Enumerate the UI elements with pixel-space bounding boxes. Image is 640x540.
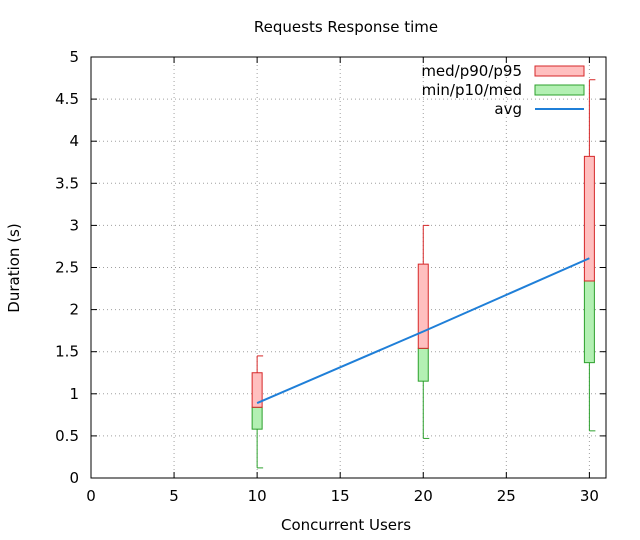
legend-label: med/p90/p95: [421, 62, 522, 80]
box-upper: [583, 155, 595, 282]
avg-layer: [256, 257, 590, 404]
box-lower: [251, 406, 263, 430]
y-tick-label: 0: [69, 469, 79, 487]
legend-item-2: avg: [494, 100, 584, 118]
avg-line: [256, 257, 590, 404]
x-tick-label: 10: [248, 487, 267, 505]
box-10: [251, 355, 264, 469]
x-tick-label: 30: [580, 487, 599, 505]
box-layer: [251, 79, 596, 469]
x-tick-label: 0: [86, 487, 96, 505]
box-upper: [417, 263, 429, 349]
y-tick-label: 1: [69, 385, 79, 403]
tick-layer: 0 0.5 1 1.5 2 2.5 3 3.5 4 4.5 5 0 5 10 15 20 25 30: [55, 48, 606, 505]
box-20: [417, 224, 430, 439]
legend-label: avg: [494, 100, 522, 118]
y-tick-label: 2: [69, 301, 79, 319]
legend-swatch-box: [534, 84, 585, 96]
chart-title: Requests Response time: [254, 18, 438, 36]
legend-swatch-box: [534, 65, 585, 77]
y-tick-label: 1.5: [55, 343, 79, 361]
y-tick-label: 4.5: [55, 90, 79, 108]
x-tick-label: 25: [497, 487, 516, 505]
legend-item-1: min/p10/med: [422, 81, 585, 99]
y-tick-label: 3.5: [55, 174, 79, 192]
box-lower: [583, 280, 595, 364]
y-tick-label: 5: [69, 48, 79, 66]
y-axis-label: Duration (s): [5, 223, 23, 312]
x-tick-label: 20: [414, 487, 433, 505]
box-lower: [417, 347, 429, 382]
legend-item-0: med/p90/p95: [421, 62, 585, 80]
y-tick-label: 4: [69, 132, 79, 150]
box-upper: [251, 372, 263, 408]
grid: [91, 57, 606, 478]
y-tick-label: 0.5: [55, 427, 79, 445]
legend-label: min/p10/med: [422, 81, 522, 99]
x-tick-label: 15: [331, 487, 350, 505]
plot-frame: [90, 56, 607, 479]
box-30: [583, 79, 596, 432]
y-tick-label: 2.5: [55, 259, 79, 277]
x-tick-label: 5: [169, 487, 179, 505]
x-axis-label: Concurrent Users: [281, 516, 411, 534]
y-tick-label: 3: [69, 216, 79, 234]
